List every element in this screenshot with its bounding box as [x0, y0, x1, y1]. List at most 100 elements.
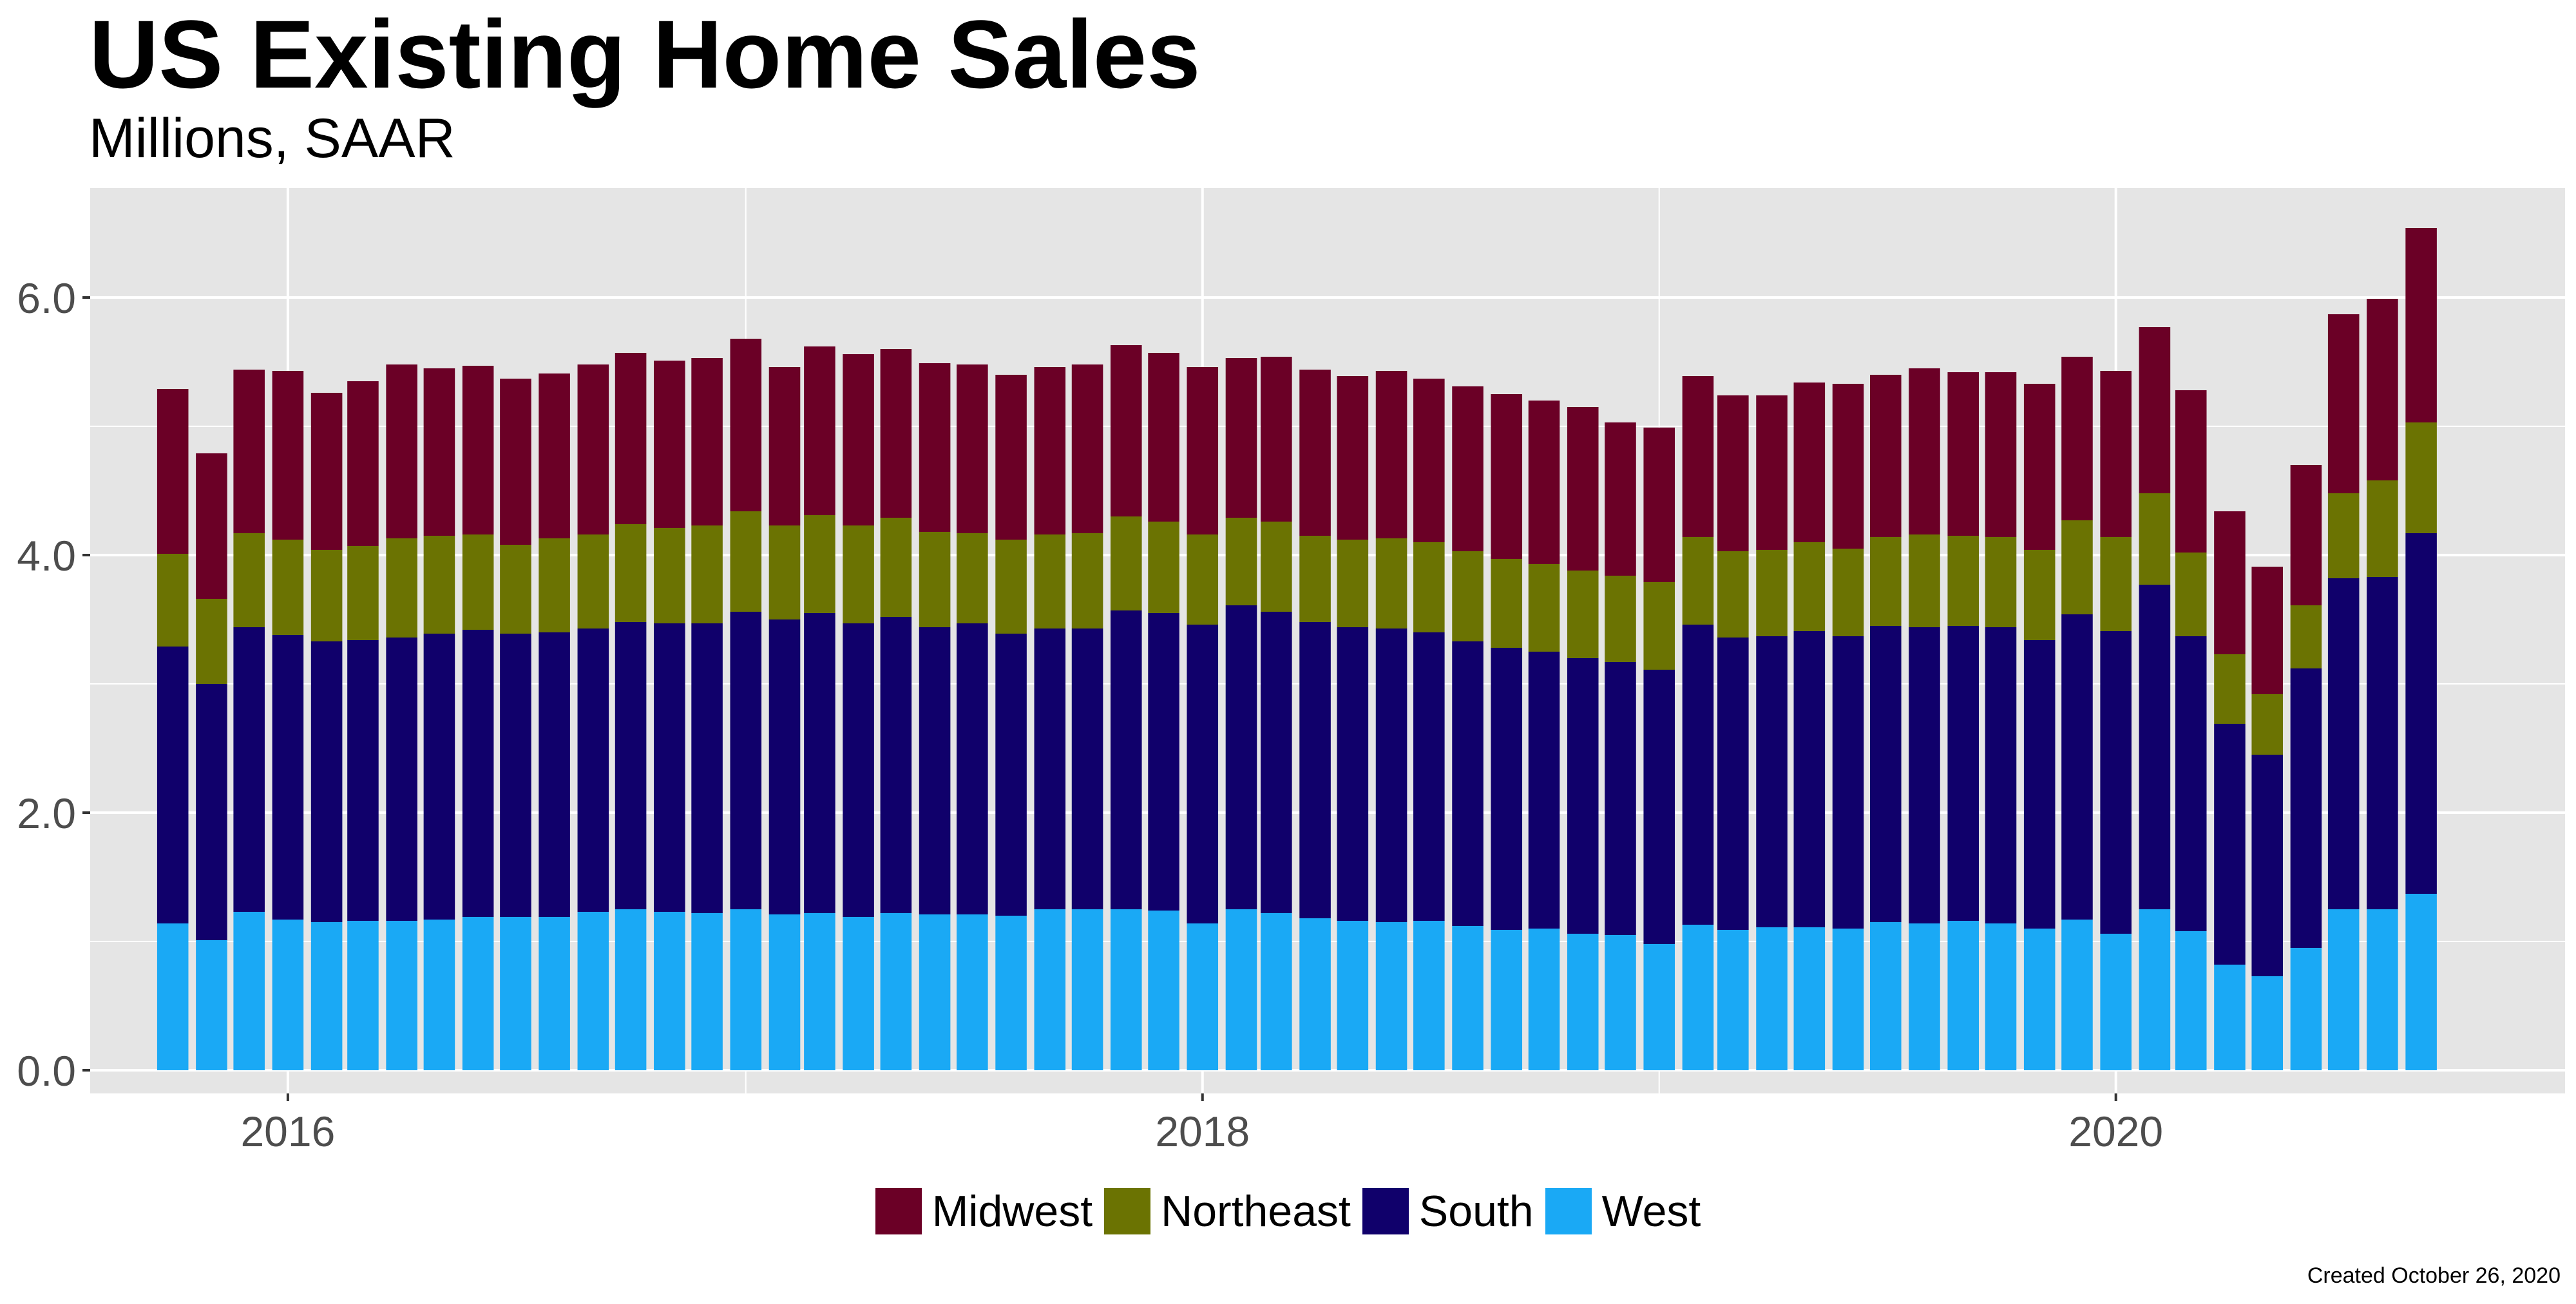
- bar-south-2019-06: [1832, 636, 1864, 929]
- bar-midwest-2019-11: [2023, 384, 2056, 550]
- bar-midwest-2016-02: [310, 393, 343, 550]
- bar-south-2016-01: [272, 635, 304, 920]
- bar-northeast-2019-04: [1756, 550, 1788, 636]
- bar-west-2019-12: [2061, 920, 2093, 1070]
- bar-south-2020-05: [2251, 755, 2283, 976]
- bar-midwest-2017-02: [768, 367, 801, 525]
- bar-west-2020-07: [2327, 909, 2360, 1070]
- bar-south-2018-12: [1605, 662, 1636, 935]
- bar-west-2020-03: [2175, 931, 2207, 1070]
- bar-west-2018-03: [1261, 913, 1292, 1070]
- bar-west-2020-05: [2251, 976, 2283, 1070]
- created-date-caption: Created October 26, 2020: [2307, 1263, 2561, 1288]
- bar-south-2016-09: [577, 628, 609, 912]
- bar-south-2020-01: [2100, 631, 2132, 934]
- bar-south-2016-12: [691, 623, 723, 913]
- bar-west-2019-02: [1682, 925, 1714, 1070]
- bar-south-2016-03: [347, 640, 379, 921]
- bar-south-2020-09: [2405, 533, 2437, 894]
- bar-northeast-2018-02: [1225, 518, 1257, 605]
- bar-west-2018-07: [1413, 921, 1445, 1070]
- bar-west-2019-10: [1985, 923, 2017, 1070]
- bar-south-2017-12: [1148, 613, 1179, 911]
- bar-midwest-2016-04: [386, 364, 417, 538]
- bar-south-2019-02: [1682, 625, 1714, 925]
- bar-midwest-2018-07: [1413, 379, 1445, 542]
- bar-northeast-2020-05: [2251, 694, 2283, 755]
- bar-northeast-2018-11: [1567, 571, 1599, 658]
- bar-south-2019-07: [1870, 626, 1902, 922]
- bar-south-2016-06: [462, 630, 494, 917]
- bar-midwest-2019-08: [1909, 368, 1940, 534]
- legend-swatch-northeast: [1104, 1188, 1151, 1234]
- bar-south-2018-09: [1491, 648, 1523, 930]
- chart-subtitle: Millions, SAAR: [89, 108, 455, 169]
- bar-northeast-2018-01: [1187, 534, 1219, 625]
- bar-south-2016-04: [386, 638, 417, 921]
- legend-label-west: West: [1601, 1187, 1701, 1236]
- bar-west-2020-06: [2290, 948, 2322, 1070]
- bar-west-2020-09: [2405, 894, 2437, 1070]
- bar-south-2017-08: [995, 634, 1027, 916]
- bar-west-2017-03: [804, 913, 835, 1070]
- bar-west-2018-01: [1187, 923, 1219, 1070]
- chart-title: US Existing Home Sales: [89, 0, 1201, 108]
- bar-south-2016-02: [310, 641, 343, 922]
- bar-midwest-2016-09: [577, 364, 609, 534]
- bar-south-2017-10: [1071, 628, 1103, 909]
- bar-south-2020-03: [2175, 636, 2207, 931]
- bar-west-2019-09: [1947, 921, 1980, 1070]
- bar-west-2016-10: [615, 909, 647, 1070]
- bar-northeast-2016-01: [272, 540, 304, 635]
- bar-midwest-2018-06: [1375, 371, 1407, 538]
- bar-south-2017-04: [843, 623, 874, 917]
- bar-west-2016-08: [539, 917, 570, 1070]
- bar-northeast-2017-01: [730, 511, 762, 612]
- bar-midwest-2016-03: [347, 381, 379, 546]
- bar-midwest-2019-12: [2061, 357, 2093, 520]
- bar-south-2018-10: [1528, 652, 1560, 929]
- bar-northeast-2018-05: [1337, 540, 1369, 627]
- bar-west-2018-09: [1491, 930, 1523, 1070]
- bar-midwest-2018-09: [1491, 394, 1523, 559]
- bar-northeast-2018-07: [1413, 542, 1445, 632]
- bar-south-2019-10: [1985, 627, 2017, 923]
- bar-midwest-2018-01: [1187, 367, 1219, 534]
- bar-west-2019-11: [2023, 929, 2056, 1070]
- bar-midwest-2019-05: [1793, 383, 1826, 542]
- bar-south-2020-07: [2327, 578, 2360, 909]
- bar-south-2019-11: [2023, 640, 2056, 929]
- bar-south-2020-02: [2139, 585, 2171, 909]
- legend-item-midwest: Midwest: [875, 1188, 1092, 1234]
- bar-midwest-2020-09: [2405, 228, 2437, 422]
- legend-item-northeast: Northeast: [1104, 1188, 1351, 1234]
- bar-midwest-2018-04: [1299, 370, 1331, 536]
- bar-northeast-2020-06: [2290, 605, 2322, 668]
- bar-south-2017-03: [804, 613, 835, 913]
- bar-northeast-2018-06: [1375, 538, 1407, 628]
- bar-south-2019-05: [1793, 631, 1826, 927]
- bar-west-2017-08: [995, 916, 1027, 1070]
- bar-west-2016-09: [577, 912, 609, 1070]
- bar-south-2016-10: [615, 622, 647, 909]
- bar-midwest-2020-04: [2214, 511, 2246, 654]
- bar-west-2019-07: [1870, 922, 1902, 1070]
- bar-northeast-2016-03: [347, 546, 379, 640]
- bar-northeast-2020-08: [2367, 480, 2398, 577]
- bar-midwest-2017-01: [730, 339, 762, 511]
- bar-midwest-2020-03: [2175, 390, 2207, 553]
- bar-south-2019-04: [1756, 636, 1788, 927]
- bar-midwest-2020-02: [2139, 327, 2171, 493]
- bar-northeast-2019-03: [1717, 551, 1749, 638]
- bar-south-2020-04: [2214, 724, 2246, 965]
- bar-south-2019-03: [1717, 638, 1749, 930]
- bar-west-2016-01: [272, 920, 304, 1070]
- bar-midwest-2017-07: [957, 364, 988, 533]
- bar-west-2017-06: [919, 914, 951, 1070]
- bar-west-2017-02: [768, 914, 801, 1070]
- bar-northeast-2019-11: [2023, 550, 2056, 640]
- bar-west-2018-02: [1225, 909, 1257, 1070]
- bar-west-2015-10: [157, 923, 189, 1070]
- bar-midwest-2016-07: [500, 379, 531, 545]
- legend-label-midwest: Midwest: [931, 1187, 1093, 1236]
